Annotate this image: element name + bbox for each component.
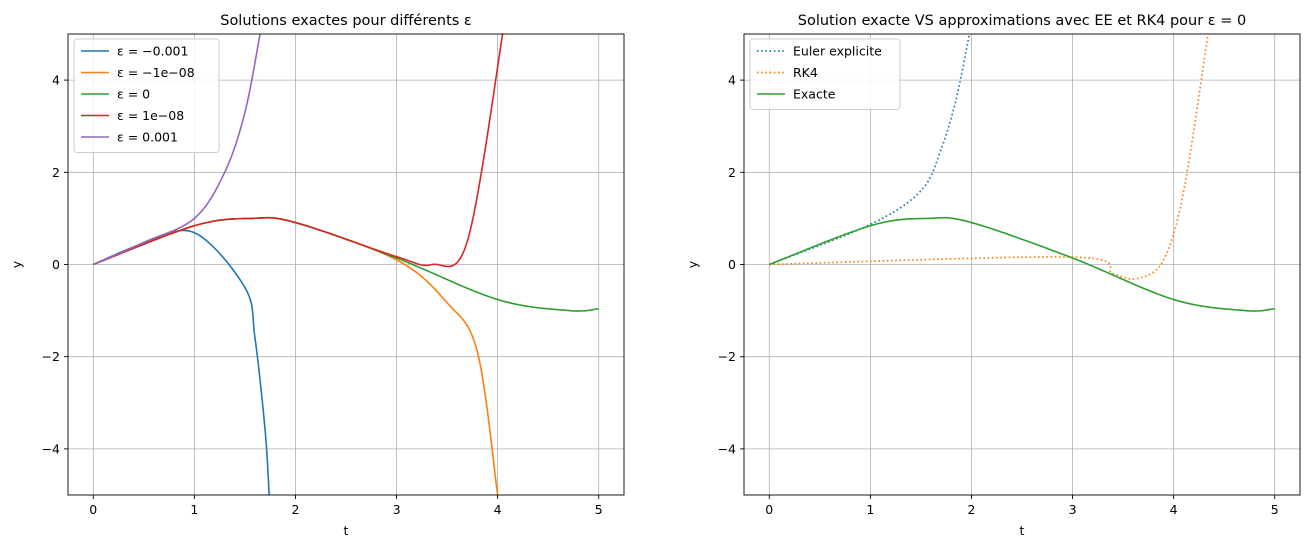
series-line-0 [92, 229, 270, 495]
series-line-1 [769, 34, 1209, 280]
series-group [92, 34, 599, 495]
left-chart-panel: 0 1 2 3 4 5 −4 −2 0 2 4 Solutions exactes pour diff… [9, 13, 625, 538]
legend-box [749, 38, 901, 110]
x-tick-label: 5 [1271, 502, 1279, 517]
x-tick-label: 3 [393, 502, 401, 517]
series-line-0 [768, 34, 971, 266]
legend: ε = −0.001 ε = −1e−08 ε = 0 ε = 1e−08 ε = 0.… [73, 38, 220, 153]
legend-label-4: ε = 0.001 [117, 130, 178, 145]
y-tick-label: −4 [42, 441, 60, 456]
y-axis-label: y [9, 260, 24, 268]
y-tick-label: 4 [52, 73, 60, 88]
chart-title: Solution exacte VS approximations avec E… [798, 13, 1246, 29]
y-tick-label: 2 [52, 165, 60, 180]
legend-label-0: Euler explicite [793, 44, 882, 59]
y-tick-label: −4 [718, 441, 736, 456]
y-tick-label: −2 [42, 349, 60, 364]
series-group [768, 34, 1275, 312]
series-line-2 [768, 216, 1275, 312]
series-line-3 [92, 34, 504, 268]
x-tick-label: 1 [866, 502, 874, 517]
chart-title: Solutions exactes pour différents ε [220, 13, 472, 29]
x-axis-label: t [1020, 523, 1025, 538]
x-tick-label: 4 [494, 502, 502, 517]
x-tick-label: 2 [291, 502, 299, 517]
legend-box [73, 38, 220, 153]
y-tick-label: 0 [52, 257, 60, 272]
y-axis-label: y [685, 260, 700, 268]
x-tick-label: 4 [1170, 502, 1178, 517]
legend-label-2: ε = 0 [117, 87, 150, 102]
legend-label-0: ε = −0.001 [117, 44, 188, 59]
legend-label-1: RK4 [793, 65, 818, 80]
right-chart-panel: 0 1 2 3 4 5 −4 −2 0 2 4 Solution exacte VS approxim… [685, 13, 1301, 538]
y-tick-label: −2 [718, 349, 736, 364]
series-line-4 [92, 34, 261, 266]
legend-label-2: Exacte [793, 87, 836, 102]
y-tick-label: 4 [728, 73, 736, 88]
x-tick-label: 0 [89, 502, 97, 517]
legend-label-1: ε = −1e−08 [117, 65, 195, 80]
y-tick-label: 0 [728, 257, 736, 272]
y-tick-label: 2 [728, 165, 736, 180]
x-tick-label: 2 [967, 502, 975, 517]
x-tick-label: 0 [765, 502, 773, 517]
x-tick-label: 5 [595, 502, 603, 517]
x-tick-label: 1 [190, 502, 198, 517]
x-tick-label: 3 [1069, 502, 1077, 517]
legend-label-3: ε = 1e−08 [117, 108, 184, 123]
legend: Euler explicite RK4 Exacte [749, 38, 901, 110]
x-axis-label: t [344, 523, 349, 538]
